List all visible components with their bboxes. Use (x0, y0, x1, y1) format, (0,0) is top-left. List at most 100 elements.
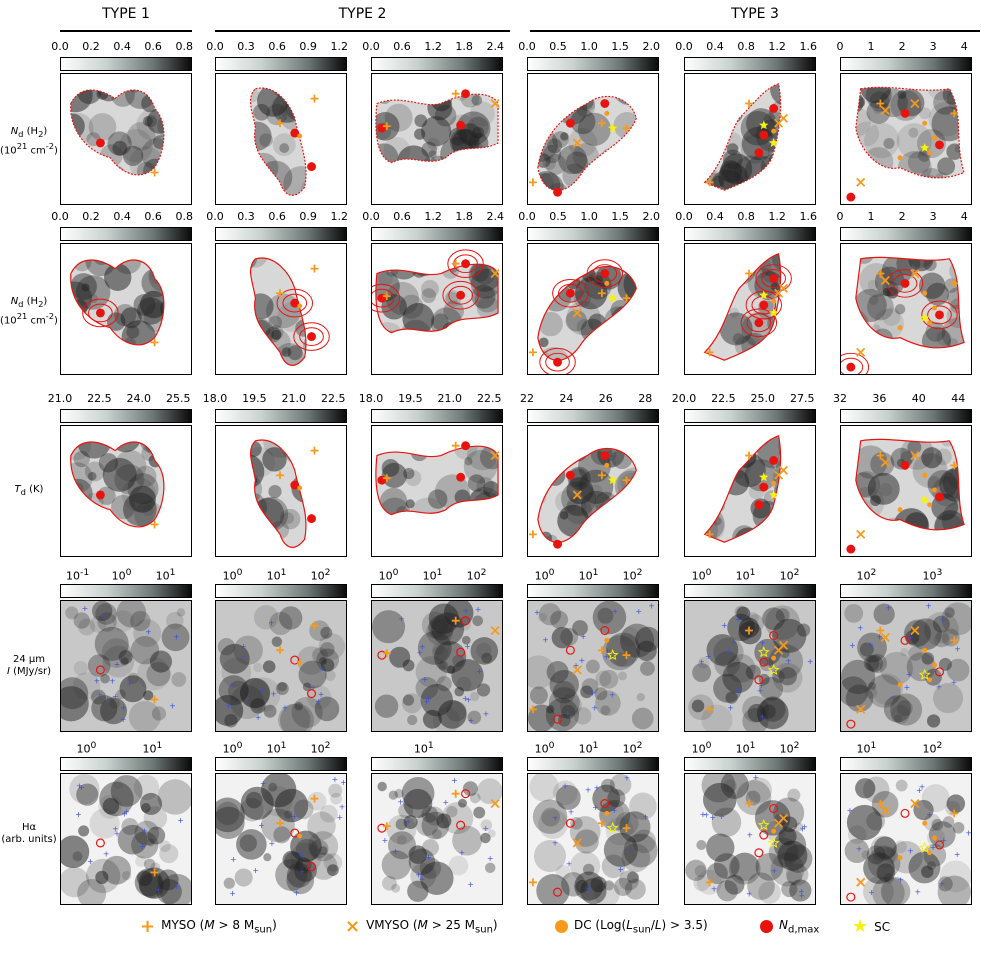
svg-text:+: + (592, 704, 599, 713)
colorbar-tick-label: 1.2 (330, 40, 348, 53)
svg-text:+: + (173, 632, 180, 641)
colorbar-tick-label: 0.9 (299, 210, 317, 223)
colorbar (840, 409, 972, 423)
colorbar-tick-label: 21.0 (281, 392, 307, 405)
colorbar-tick-label: 101 (578, 740, 599, 756)
colorbar (371, 409, 503, 423)
colorbar-tick-label: 100 (222, 567, 243, 583)
svg-text:+: + (465, 695, 472, 704)
svg-text:+: + (594, 784, 601, 793)
colorbar-tick-label: 2.0 (642, 210, 660, 223)
row-label-24um: 24 μm I (MJy/sr) (6, 654, 52, 677)
colorbar-tick-label: 22.5 (711, 392, 736, 405)
colorbar-tick-label: 1.0 (580, 210, 598, 223)
svg-text:+: + (459, 848, 466, 857)
svg-text:+: + (120, 715, 127, 724)
map-panel: ++++++++++++++ (840, 773, 972, 905)
colorbar-tick-label: 0.6 (393, 210, 411, 223)
svg-text:+: + (876, 633, 883, 642)
svg-text:+: + (609, 690, 616, 699)
svg-text:+: + (589, 689, 596, 698)
svg-text:+: + (566, 859, 573, 868)
svg-text:+: + (785, 656, 792, 665)
colorbar-tick-label: 10-1 (66, 567, 90, 583)
svg-text:+: + (735, 615, 742, 624)
colorbar-tick-label: 101 (266, 740, 287, 756)
map-panel (371, 425, 503, 557)
svg-text:+: + (580, 632, 587, 641)
svg-text:+: + (269, 839, 276, 848)
svg-text:+: + (240, 642, 247, 651)
svg-text:+: + (319, 664, 326, 673)
svg-text:+: + (705, 652, 712, 661)
plus-icon: + (140, 916, 156, 937)
colorbar-tick-label: 1 (867, 210, 875, 223)
map-panel (60, 425, 192, 557)
cross-icon: × (345, 916, 361, 937)
svg-text:+: + (75, 810, 82, 819)
map-panel: 1e21 (215, 243, 347, 375)
svg-text:+: + (315, 698, 322, 707)
colorbar-tick-label: 0.0 (675, 40, 693, 53)
colorbar-tick-label: 0.3 (237, 40, 255, 53)
svg-text:+: + (568, 808, 575, 817)
svg-text:+: + (241, 652, 248, 661)
colorbar-tick-label: 100 (222, 740, 243, 756)
svg-text:+: + (139, 842, 146, 851)
map-panel: ++++++++++++++ (840, 600, 972, 732)
colorbar-tick-label: 101 (266, 567, 287, 583)
colorbar-tick-label: 1.5 (611, 40, 629, 53)
svg-text:+: + (443, 798, 450, 807)
svg-text:+: + (709, 813, 716, 822)
svg-text:+: + (585, 785, 592, 794)
svg-text:+: + (425, 695, 432, 704)
colorbar-tick-label: 0.0 (206, 210, 224, 223)
svg-text:+: + (476, 667, 483, 676)
svg-text:+: + (291, 812, 298, 821)
colorbar (684, 409, 816, 423)
svg-text:+: + (169, 701, 176, 710)
svg-text:+: + (951, 678, 958, 687)
svg-text:+: + (463, 607, 470, 616)
svg-text:+: + (483, 824, 490, 833)
colorbar-tick-label: 100 (691, 740, 712, 756)
header-type1: TYPE 1 (102, 6, 150, 22)
svg-text:+: + (936, 683, 943, 692)
colorbar-tick-label: 1.2 (424, 40, 442, 53)
svg-text:+: + (856, 845, 863, 854)
svg-text:+: + (230, 681, 237, 690)
colorbar-tick-label: 0.5 (549, 40, 567, 53)
svg-text:+: + (299, 868, 306, 877)
colorbar-tick-label: 0.8 (737, 40, 755, 53)
svg-text:+: + (642, 813, 649, 822)
star-icon: ★ (852, 916, 869, 937)
svg-text:+: + (114, 830, 121, 839)
colorbar-tick-label: 101 (856, 740, 877, 756)
colorbar-tick-label: 44 (951, 392, 966, 405)
svg-text:+: + (94, 676, 101, 685)
svg-text:+: + (405, 817, 412, 826)
svg-text:+: + (798, 887, 805, 896)
svg-text:+: + (562, 782, 569, 791)
svg-text:+: + (626, 845, 633, 854)
svg-text:+: + (259, 685, 266, 694)
svg-text:+: + (112, 692, 119, 701)
svg-text:+: + (897, 875, 904, 884)
colorbar-tick-label: 100 (76, 740, 97, 756)
header-type1-line (60, 30, 192, 32)
header-type2: TYPE 2 (338, 6, 387, 22)
svg-text:+: + (867, 640, 874, 649)
svg-text:+: + (310, 683, 317, 692)
colorbar (684, 757, 816, 771)
svg-text:+: + (771, 866, 778, 875)
colorbar-tick-label: 1.2 (768, 210, 786, 223)
svg-text:+: + (252, 866, 259, 875)
colorbar (371, 227, 503, 241)
colorbar-tick-label: 100 (691, 567, 712, 583)
colorbar-tick-label: 101 (735, 567, 756, 583)
colorbar-tick-label: 2.0 (642, 40, 660, 53)
svg-text:+: + (954, 850, 961, 859)
colorbar-tick-label: 22.5 (476, 392, 502, 405)
map-panel: ++++++++++++++ (371, 600, 503, 732)
svg-text:+: + (382, 836, 389, 845)
